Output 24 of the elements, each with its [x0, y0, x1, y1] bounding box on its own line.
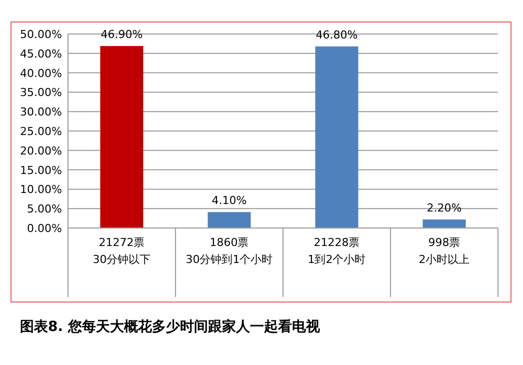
- x-tick-label: 1860票 30分钟到1个小时: [186, 236, 273, 266]
- data-label: 46.80%: [316, 28, 358, 42]
- y-tick-label: 0.00%: [27, 222, 62, 235]
- bar: [315, 46, 358, 228]
- y-tick-label: 50.00%: [20, 28, 62, 41]
- bar: [422, 219, 466, 228]
- bar: [100, 46, 144, 228]
- x-tick-label: 998票 2小时以上: [418, 236, 470, 266]
- y-tick-label: 35.00%: [20, 86, 62, 100]
- y-tick-label: 25.00%: [20, 125, 62, 138]
- y-tick-label: 45.00%: [20, 47, 62, 60]
- y-tick-label: 40.00%: [20, 66, 62, 80]
- data-label: 2.20%: [426, 201, 462, 214]
- y-tick-label: 15.00%: [20, 164, 62, 177]
- x-tick-label: 21272票 30分钟以下: [92, 236, 151, 266]
- y-tick-label: 10.00%: [20, 183, 62, 196]
- bar: [208, 212, 251, 228]
- y-tick-label: 20.00%: [20, 144, 62, 158]
- data-label: 4.10%: [212, 194, 247, 208]
- y-tick-label: 30.00%: [20, 106, 62, 119]
- text: 图表8. 您每天大概花多少时间跟家人一起看电视: [20, 318, 321, 335]
- y-tick-label: 5.00%: [27, 202, 62, 216]
- data-label: 46.90%: [100, 28, 143, 42]
- x-tick-label: 21228票 1到2个小时: [308, 236, 366, 266]
